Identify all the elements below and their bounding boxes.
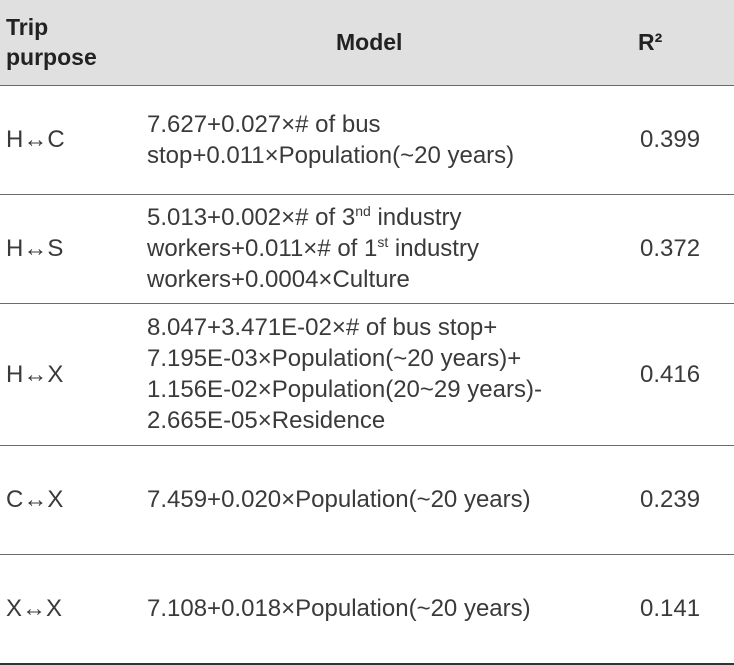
r2-cell: 0.399 xyxy=(622,84,734,194)
model-cell: 7.627+0.027×# of bus stop+0.011×Populati… xyxy=(140,84,622,194)
table-row: H↔X 8.047+3.471E-02×# of bus stop+ 7.195… xyxy=(0,302,734,445)
model-line: 7.195E-03×Population(~20 years)+ xyxy=(147,345,522,372)
model-line: 1.156E-02×Population(20~29 years)- xyxy=(147,376,542,403)
table-row: X↔X 7.108+0.018×Population(~20 years) 0.… xyxy=(0,553,734,665)
model-cell: 7.108+0.018×Population(~20 years) xyxy=(140,553,622,665)
model-line: 5.013+0.002×# of 3nd industry xyxy=(147,202,622,233)
r2-cell: 0.239 xyxy=(622,444,734,554)
model-line: 7.627+0.027×# of bus xyxy=(147,110,381,138)
model-line: 8.047+3.471E-02×# of bus stop+ xyxy=(147,314,498,341)
header-trip-purpose-line2: purpose xyxy=(6,44,97,71)
model-text: industry xyxy=(370,204,462,231)
model-line: workers+0.0004×Culture xyxy=(147,266,410,293)
r2-cell: 0.141 xyxy=(622,553,734,665)
table-row: H↔S 5.013+0.002×# of 3nd industry worker… xyxy=(0,193,734,303)
model-line: 7.108+0.018×Population(~20 years) xyxy=(147,595,531,622)
header-row: Trip purpose Model R² xyxy=(0,0,734,85)
trip-purpose-cell: C↔X xyxy=(0,444,140,554)
table-header: Trip purpose Model R² xyxy=(0,0,734,85)
ordinal-suffix: nd xyxy=(355,203,371,219)
model-line: stop+0.011×Population(~20 years) xyxy=(147,141,515,169)
table-row: H↔C 7.627+0.027×# of bus stop+0.011×Popu… xyxy=(0,84,734,194)
header-trip-purpose: Trip purpose xyxy=(0,0,140,85)
trip-purpose-cell: H↔X xyxy=(0,302,140,445)
ordinal-suffix: st xyxy=(377,234,389,250)
model-text: workers+0.011×# of 1 xyxy=(147,235,378,262)
r2-cell: 0.416 xyxy=(622,302,734,445)
model-line: 2.665E-05×Residence xyxy=(147,407,386,434)
model-cell: 7.459+0.020×Population(~20 years) xyxy=(140,444,622,554)
trip-purpose-cell: H↔S xyxy=(0,193,140,303)
header-trip-purpose-line1: Trip xyxy=(6,14,49,41)
model-text: industry xyxy=(388,235,479,262)
model-text: 5.013+0.002×# of 3 xyxy=(147,204,356,231)
model-line: workers+0.011×# of 1st industry xyxy=(147,233,622,264)
model-cell: 8.047+3.471E-02×# of bus stop+ 7.195E-03… xyxy=(140,302,622,445)
table-body: H↔C 7.627+0.027×# of bus stop+0.011×Popu… xyxy=(0,84,734,665)
header-model: Model xyxy=(336,28,403,55)
trip-purpose-cell: X↔X xyxy=(0,553,140,665)
table-row: C↔X 7.459+0.020×Population(~20 years) 0.… xyxy=(0,444,734,554)
model-line: 7.459+0.020×Population(~20 years) xyxy=(147,486,531,513)
model-cell: 5.013+0.002×# of 3nd industry workers+0.… xyxy=(140,193,622,303)
trip-purpose-cell: H↔C xyxy=(0,84,140,194)
r2-cell: 0.372 xyxy=(622,193,734,303)
header-r2: R² xyxy=(638,28,663,55)
